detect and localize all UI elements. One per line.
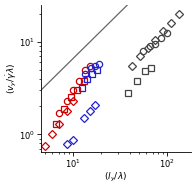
Y-axis label: $(v_y/\dot{\gamma}\lambda)$: $(v_y/\dot{\gamma}\lambda)$: [5, 63, 19, 94]
X-axis label: $(l_y/\lambda)$: $(l_y/\lambda)$: [104, 171, 127, 184]
